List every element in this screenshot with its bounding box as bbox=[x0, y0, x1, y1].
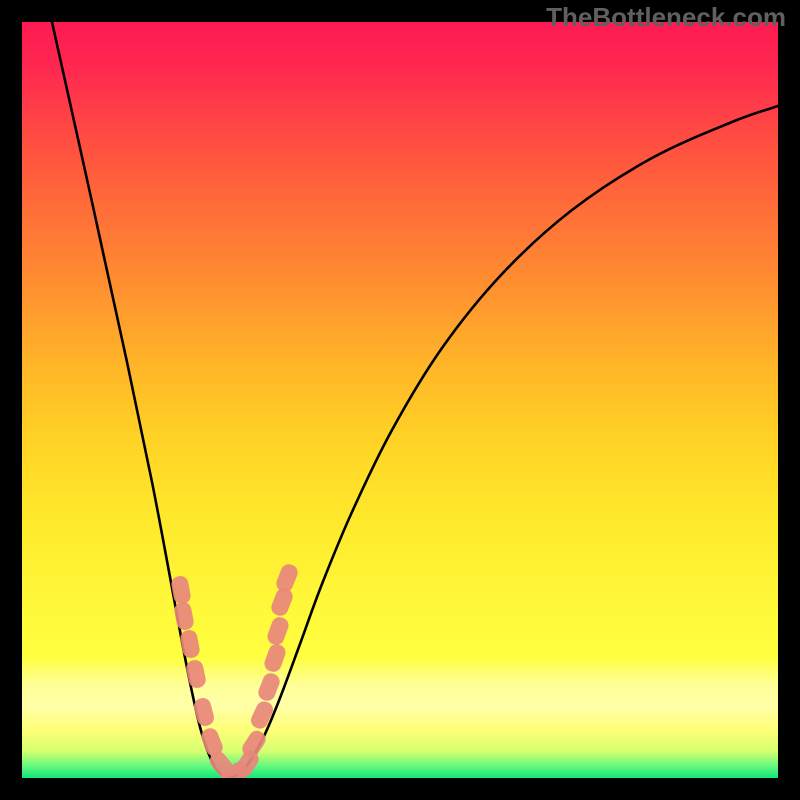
curve-marker bbox=[248, 699, 275, 732]
chart-frame bbox=[0, 0, 800, 800]
watermark-text: TheBottleneck.com bbox=[546, 2, 786, 33]
plot-area bbox=[22, 22, 778, 778]
curve-marker bbox=[262, 642, 288, 674]
curve-marker bbox=[265, 615, 291, 647]
curve-marker bbox=[185, 659, 207, 690]
curve-marker bbox=[256, 671, 282, 703]
bottleneck-curve bbox=[22, 22, 778, 778]
curve-markers bbox=[170, 562, 300, 778]
curve-marker bbox=[179, 629, 201, 660]
curve-path bbox=[52, 22, 778, 777]
curve-marker bbox=[192, 696, 216, 727]
curve-marker bbox=[274, 562, 300, 594]
curve-marker bbox=[173, 601, 195, 632]
